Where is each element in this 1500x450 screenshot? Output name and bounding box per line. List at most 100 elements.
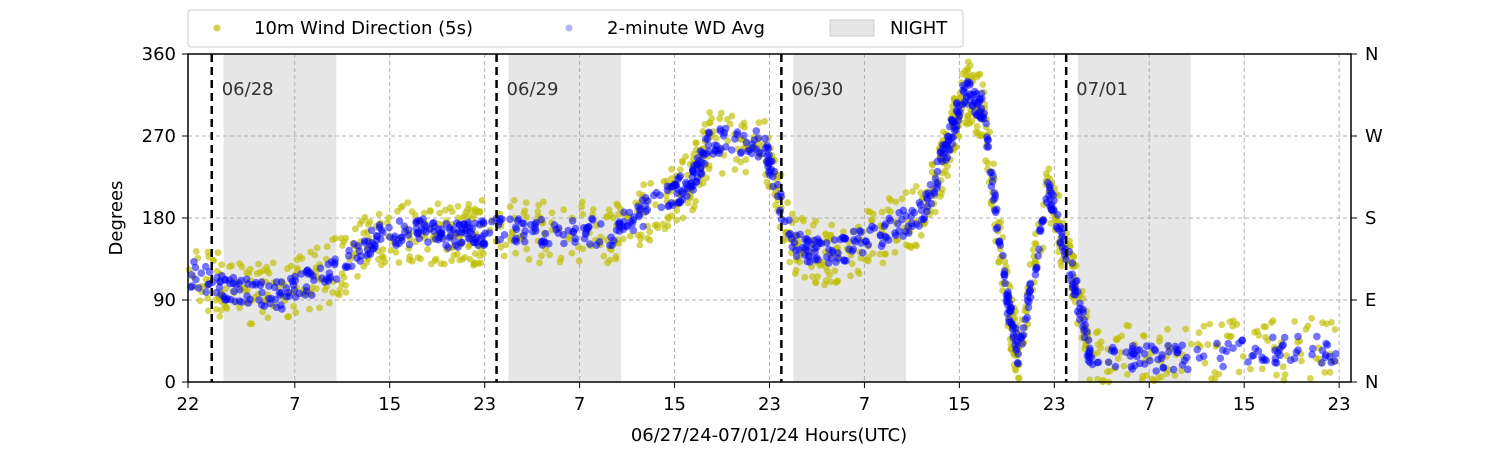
- data-point: [264, 314, 272, 321]
- data-point: [246, 295, 254, 304]
- data-point: [668, 165, 675, 173]
- data-point: [1318, 346, 1327, 355]
- data-point: [917, 231, 925, 239]
- data-point: [854, 234, 862, 243]
- data-point: [1047, 219, 1055, 227]
- data-point: [321, 278, 329, 286]
- data-point: [763, 141, 771, 150]
- data-point: [568, 217, 577, 225]
- data-point: [1182, 325, 1190, 333]
- data-point: [267, 294, 276, 303]
- data-point: [909, 188, 916, 195]
- data-point: [1123, 321, 1130, 329]
- data-point: [864, 254, 872, 261]
- data-point: [979, 81, 987, 88]
- data-point: [290, 302, 297, 310]
- data-point: [711, 141, 719, 149]
- data-point: [391, 239, 400, 247]
- data-point: [1083, 328, 1091, 336]
- data-point: [1184, 365, 1192, 374]
- data-point: [1178, 361, 1187, 369]
- data-point: [331, 234, 339, 242]
- data-point: [769, 172, 777, 181]
- data-point: [1000, 267, 1009, 276]
- data-point: [651, 221, 659, 229]
- data-point: [586, 240, 594, 248]
- data-point: [415, 234, 424, 243]
- data-point: [636, 241, 644, 249]
- data-point: [218, 261, 226, 269]
- data-point: [1271, 354, 1280, 363]
- data-point: [891, 248, 899, 256]
- data-point: [385, 223, 393, 232]
- data-point: [629, 226, 638, 235]
- data-point: [1229, 344, 1237, 353]
- y-tick-label-1: 90: [153, 290, 176, 311]
- data-point: [311, 251, 319, 259]
- data-point: [1268, 319, 1275, 326]
- data-point: [688, 173, 697, 181]
- data-point: [786, 258, 794, 266]
- data-point: [635, 212, 643, 221]
- data-point: [256, 269, 264, 276]
- data-point: [814, 255, 822, 264]
- data-point: [1165, 347, 1173, 356]
- data-point: [996, 241, 1005, 249]
- data-point: [712, 134, 720, 142]
- data-point: [352, 225, 359, 233]
- data-point: [755, 119, 763, 127]
- data-point: [801, 273, 809, 281]
- data-point: [571, 224, 580, 233]
- x-tick-label-8: 15: [948, 394, 971, 415]
- data-point: [733, 130, 741, 139]
- data-point: [1273, 371, 1280, 379]
- data-point: [1235, 368, 1243, 376]
- data-point: [340, 274, 348, 281]
- data-point: [693, 154, 702, 162]
- data-point: [742, 156, 750, 164]
- data-point: [706, 109, 713, 116]
- data-point: [230, 287, 238, 296]
- data-point: [676, 172, 685, 180]
- data-point: [592, 241, 601, 249]
- data-point: [277, 301, 285, 310]
- data-point: [258, 288, 266, 297]
- data-point: [1146, 356, 1154, 365]
- data-point: [1003, 290, 1012, 299]
- data-point: [1239, 353, 1247, 360]
- data-point: [285, 313, 293, 321]
- right-tick-label-4: N: [1365, 44, 1378, 65]
- x-tick-label-11: 15: [1233, 394, 1256, 415]
- data-point: [1319, 319, 1326, 326]
- data-point: [792, 252, 801, 260]
- data-point: [414, 228, 423, 237]
- data-point: [678, 157, 686, 165]
- data-point: [534, 208, 542, 215]
- data-point: [1110, 346, 1119, 355]
- data-point: [832, 258, 840, 266]
- legend-marker-wd-avg: [565, 24, 573, 32]
- data-point: [222, 285, 230, 292]
- data-point: [1279, 363, 1287, 371]
- data-point: [1258, 365, 1266, 373]
- data-point: [560, 206, 568, 214]
- data-point: [673, 206, 681, 214]
- legend-night-swatch: [829, 19, 875, 37]
- data-point: [195, 284, 203, 292]
- data-point: [716, 125, 724, 133]
- data-point: [363, 258, 371, 266]
- x-tick-label-9: 23: [1043, 394, 1066, 415]
- data-point: [799, 243, 807, 252]
- data-point: [636, 204, 644, 212]
- legend-label-night: NIGHT: [890, 18, 948, 39]
- data-point: [876, 250, 884, 258]
- data-point: [1308, 314, 1315, 322]
- x-tick-label-10: 7: [1144, 394, 1155, 415]
- data-point: [1222, 347, 1231, 356]
- data-point: [461, 253, 469, 261]
- data-point: [898, 195, 906, 203]
- data-point: [828, 221, 835, 229]
- data-point: [620, 218, 628, 226]
- data-point: [411, 211, 419, 219]
- data-point: [205, 307, 212, 315]
